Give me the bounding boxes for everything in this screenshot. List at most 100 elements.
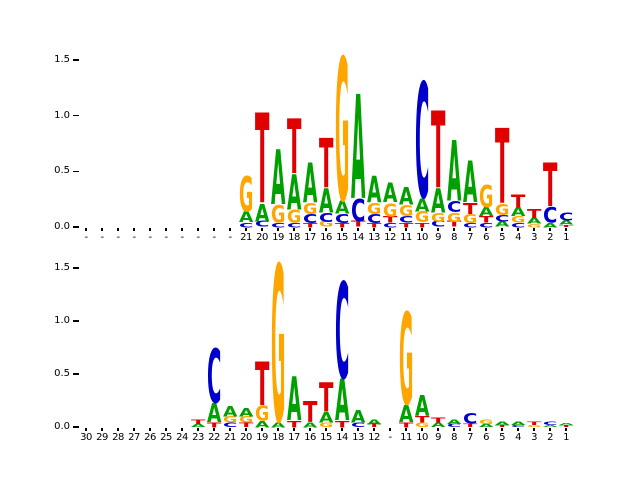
x-tick-mark [245,228,247,231]
logo-letter-G: G [511,214,525,225]
logo-letter-A: A [447,419,461,425]
x-tick-label: 25 [160,432,172,443]
svg-text:G: G [255,402,269,425]
x-tick-mark [549,228,551,231]
svg-text:T: T [415,415,430,425]
svg-text:T: T [303,222,318,229]
logo-letter-C: C [335,211,349,225]
x-tick-label: 3 [531,232,537,243]
svg-text:G: G [303,201,317,218]
svg-text:C: C [383,222,397,229]
logo-letter-T: T [495,110,509,228]
logo-letter-T: T [191,419,206,425]
logo-letter-G: G [495,202,509,219]
x-tick-label: 10 [416,432,428,443]
svg-text:A: A [383,177,398,209]
x-tick-mark [261,228,263,231]
svg-text:T: T [255,88,269,232]
logo-letter-A: A [351,67,365,234]
svg-text:G: G [447,210,461,224]
logo-letter-T: T [367,222,382,229]
x-tick-mark [565,428,567,431]
svg-text:C: C [255,220,269,229]
logo-letter-C: C [239,222,253,229]
x-tick-mark [517,228,519,231]
x-tick-mark [117,228,119,231]
logo-letter-T: T [495,425,510,428]
x-tick-label: 16 [304,432,316,443]
x-tick-mark [485,228,487,231]
svg-text:T: T [463,423,478,428]
svg-text:C: C [287,222,301,229]
svg-text:G: G [479,179,493,213]
x-tick-label: 20 [256,232,268,243]
svg-text:A: A [351,67,365,234]
x-tick-mark [341,428,343,431]
logo-letter-G: G [367,201,381,218]
logo-letter-G: G [271,201,285,228]
logo-letter-G: G [319,220,333,229]
svg-text:T: T [255,350,270,420]
x-tick-mark [197,428,199,431]
svg-text:T: T [527,421,542,426]
svg-text:G: G [527,223,541,228]
svg-text:T: T [479,214,494,225]
logo-letter-A: A [239,406,254,420]
svg-text:C: C [319,210,333,224]
x-tick-label: 24 [176,432,188,443]
svg-text:A: A [559,422,574,425]
x-tick-mark [133,428,135,431]
svg-text:G: G [367,201,381,218]
x-tick-label: - [132,232,136,243]
svg-text:C: C [351,422,365,428]
x-tick-label: 20 [240,432,252,443]
svg-text:A: A [319,410,334,427]
x-tick-label: 1 [563,232,569,243]
logo-letter-C: C [223,422,237,428]
y-tick-mark [73,267,79,269]
svg-text:C: C [303,211,317,225]
logo-letter-C: C [383,222,397,229]
svg-text:A: A [543,222,559,229]
logo-letter-A: A [367,169,382,211]
logo-letter-C: C [511,425,525,428]
svg-text:T: T [239,422,254,428]
svg-text:C: C [543,203,557,228]
y-tick-mark [73,426,79,428]
logo-letter-G: G [239,415,253,425]
svg-text:A: A [335,198,350,218]
svg-text:A: A [191,423,206,428]
x-tick-mark [373,428,375,431]
logo-letter-G: G [319,422,333,428]
y-tick-label: 1.0 [54,315,70,326]
svg-text:T: T [335,419,350,429]
logo-letter-T: T [527,421,542,426]
x-tick-mark [405,428,407,431]
logo-letter-T: T [287,419,302,429]
svg-text:T: T [431,416,445,424]
y-tick-mark [73,170,79,173]
x-tick-mark [229,428,231,431]
svg-text:T: T [399,421,413,429]
logo-letter-T: T [463,201,478,218]
x-tick-mark [405,228,407,231]
x-tick-label: 29 [96,432,108,443]
logo-letter-C: C [335,257,349,409]
logo-letter-T: T [431,90,446,212]
logo-letter-T: T [239,422,254,428]
svg-text:G: G [399,203,413,220]
logo-letter-T: T [383,214,398,225]
logo-letter-T: T [367,423,382,428]
x-tick-mark [437,428,439,431]
svg-text:C: C [399,214,413,225]
x-tick-label: 19 [256,432,268,443]
svg-text:A: A [367,169,382,211]
x-tick-label: 5 [499,432,505,443]
x-tick-label: - [180,232,184,243]
svg-text:A: A [271,134,286,222]
svg-text:A: A [351,408,366,428]
svg-text:T: T [383,214,398,225]
logo-letter-G: G [527,223,541,228]
svg-text:A: A [255,419,270,429]
